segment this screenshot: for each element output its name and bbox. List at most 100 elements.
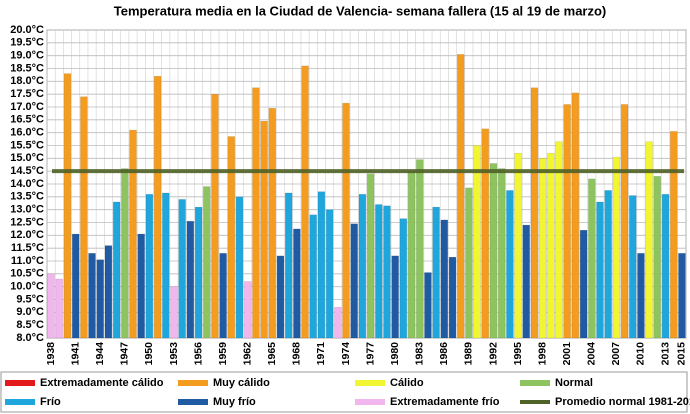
x-tick-label: 2001: [561, 342, 573, 366]
bar: [530, 87, 539, 339]
x-tick-label: 1938: [45, 342, 57, 366]
y-tick-label: 18.5°C: [10, 62, 44, 74]
y-tick-label: 16.0°C: [10, 127, 44, 139]
bar: [407, 170, 416, 339]
bar: [391, 255, 399, 339]
x-tick-label: 1983: [414, 342, 426, 366]
bar: [571, 92, 580, 339]
x-tick-label: 1965: [266, 342, 278, 366]
y-tick-label: 14.5°C: [10, 165, 44, 177]
y-tick-label: 13.0°C: [10, 204, 44, 216]
bar: [170, 286, 178, 339]
bar: [645, 141, 653, 339]
x-tick-label: 2013: [659, 342, 671, 366]
bar: [661, 194, 670, 339]
bar: [162, 192, 170, 339]
x-tick-label: 1989: [463, 342, 475, 366]
bar: [670, 131, 678, 339]
x-tick-label: 1947: [119, 342, 131, 366]
legend-label: Normal: [555, 377, 593, 389]
bar: [678, 253, 686, 339]
bar: [211, 93, 219, 339]
bar: [145, 194, 154, 339]
bar: [424, 272, 432, 339]
legend-label: Extremadamente cálido: [40, 377, 164, 389]
bar: [317, 191, 326, 339]
y-tick-label: 17.5°C: [10, 88, 44, 100]
bar: [497, 168, 506, 339]
bar: [620, 104, 629, 339]
bar: [629, 195, 637, 339]
bar: [350, 223, 358, 339]
bar: [121, 168, 129, 339]
bar: [219, 253, 227, 339]
x-tick-label: 1974: [340, 342, 352, 366]
bar: [80, 96, 88, 339]
x-tick-label: 1977: [364, 342, 376, 366]
x-tick-label: 1986: [438, 342, 450, 366]
legend-label: Promedio normal 1981-2010: [555, 396, 690, 408]
bar: [88, 253, 96, 339]
bar: [555, 141, 563, 339]
x-tick-label: 1950: [143, 342, 155, 366]
chart-title: Temperatura media en la Ciudad de Valenc…: [114, 3, 607, 18]
bar: [481, 128, 489, 339]
bar: [104, 245, 113, 339]
bar: [96, 259, 104, 339]
bar: [522, 224, 530, 339]
bar: [579, 229, 588, 339]
legend-swatch: [355, 399, 385, 405]
y-tick-label: 18.0°C: [10, 75, 44, 87]
bar: [448, 256, 457, 339]
bar: [399, 218, 408, 339]
bar: [334, 306, 342, 339]
y-tick-label: 20.0°C: [10, 24, 44, 36]
y-tick-label: 19.0°C: [10, 50, 44, 62]
x-tick-label: 1968: [291, 342, 303, 366]
y-tick-label: 12.5°C: [10, 216, 44, 228]
bar: [137, 233, 145, 339]
bar: [375, 204, 383, 339]
legend-swatch: [178, 380, 208, 386]
legend-swatch: [520, 380, 550, 386]
bar: [547, 152, 555, 339]
bar: [383, 205, 391, 339]
y-tick-label: 19.5°C: [10, 37, 44, 49]
bar: [342, 102, 350, 339]
bar: [473, 145, 481, 339]
x-tick-label: 2004: [586, 342, 598, 366]
x-tick-label: 2010: [635, 342, 647, 366]
x-tick-label: 1980: [389, 342, 401, 366]
y-tick-label: 15.5°C: [10, 139, 44, 151]
bar: [506, 190, 514, 339]
bar: [637, 253, 645, 339]
bar: [309, 214, 317, 339]
bar: [276, 255, 285, 339]
y-tick-label: 16.5°C: [10, 114, 44, 126]
y-tick-label: 17.0°C: [10, 101, 44, 113]
x-tick-label: 1953: [168, 342, 180, 366]
legend-swatch: [178, 399, 208, 405]
y-tick-label: 8.0°C: [16, 332, 44, 344]
bar: [252, 87, 260, 339]
y-tick-label: 13.5°C: [10, 191, 44, 203]
bar: [489, 163, 498, 339]
bar: [358, 194, 367, 339]
bar: [47, 273, 55, 339]
y-tick-label: 11.0°C: [11, 255, 44, 267]
bar: [612, 156, 621, 339]
y-tick-label: 12.0°C: [10, 229, 44, 241]
x-tick-label: 1995: [512, 342, 524, 366]
legend-label: Frío: [40, 396, 61, 408]
bar: [178, 199, 186, 339]
legend-label: Muy cálido: [213, 377, 270, 389]
bar: [416, 159, 424, 339]
x-tick-label: 1962: [241, 342, 253, 366]
legend-swatch: [355, 380, 385, 386]
x-tick-label: 1959: [217, 342, 229, 366]
bar: [440, 219, 449, 339]
bar: [563, 104, 571, 339]
bar: [235, 196, 244, 339]
bar: [55, 278, 63, 339]
